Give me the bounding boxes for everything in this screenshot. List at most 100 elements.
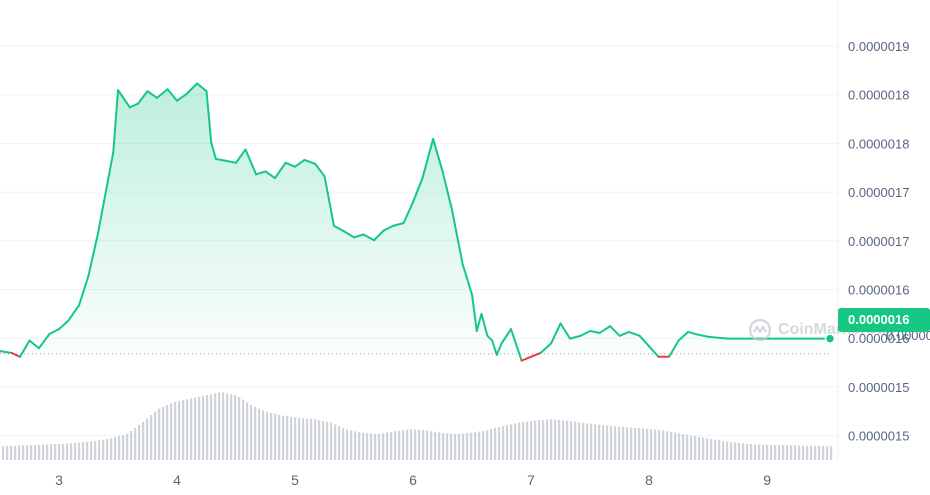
y-tick-label: 0.0000016 xyxy=(848,331,909,346)
volume-bar xyxy=(682,434,685,460)
volume-bar xyxy=(62,443,65,460)
volume-bar xyxy=(54,444,57,460)
volume-bar xyxy=(518,422,521,460)
x-tick-label: 5 xyxy=(291,472,299,488)
coinmarketcap-logo-icon xyxy=(748,318,772,342)
price-segment xyxy=(117,89,124,98)
price-segment xyxy=(323,175,335,227)
volume-bar xyxy=(750,444,753,460)
volume-bar xyxy=(238,397,241,460)
volume-bar xyxy=(162,406,165,460)
volume-bar xyxy=(542,419,545,460)
volume-bar xyxy=(502,426,505,460)
volume-bar xyxy=(66,443,69,460)
price-segment xyxy=(96,176,110,235)
volume-bar xyxy=(158,408,161,460)
volume-bar xyxy=(758,444,761,460)
volume-bar xyxy=(366,433,369,460)
y-tick-label: 0.0000018 xyxy=(848,88,909,103)
volume-bar xyxy=(110,438,113,460)
price-segment xyxy=(0,350,13,354)
price-line xyxy=(0,82,833,362)
volume-bar xyxy=(506,425,509,460)
volume-bar xyxy=(546,419,549,460)
volume-bar xyxy=(514,423,517,460)
volume-bar xyxy=(554,419,557,460)
volume-bar xyxy=(18,445,21,460)
volume-bar xyxy=(374,433,377,460)
volume-bar xyxy=(418,429,421,460)
volume-bar xyxy=(174,401,177,460)
volume-bar xyxy=(294,417,297,460)
price-segment xyxy=(648,345,660,358)
price-segment xyxy=(480,312,489,337)
volume-bar xyxy=(314,419,317,460)
price-segment xyxy=(112,89,120,154)
volume-bar xyxy=(618,426,621,460)
volume-bar xyxy=(78,442,81,460)
price-segment xyxy=(382,224,394,232)
volume-bar xyxy=(774,445,777,460)
price-segment xyxy=(530,351,542,358)
price-segment xyxy=(294,158,306,168)
price-segment xyxy=(210,141,217,160)
volume-bar xyxy=(2,446,5,460)
volume-bar xyxy=(634,427,637,460)
volume-bar xyxy=(94,440,97,460)
volume-bar xyxy=(674,432,677,460)
volume-bar xyxy=(466,433,469,460)
price-segment xyxy=(225,159,238,164)
price-segment xyxy=(638,334,651,348)
y-tick-label: 0.0000016 xyxy=(848,283,909,298)
volume-bar xyxy=(822,445,825,460)
volume-bar xyxy=(194,397,197,460)
volume-bar xyxy=(258,408,261,460)
price-segment xyxy=(284,161,297,168)
volume-bar xyxy=(6,446,9,460)
x-tick-label: 9 xyxy=(763,472,771,488)
volume-bar xyxy=(678,433,681,460)
volume-bar xyxy=(134,427,137,460)
volume-bar xyxy=(426,430,429,460)
volume-bar xyxy=(654,429,657,460)
price-segment xyxy=(19,339,31,358)
price-segment xyxy=(235,148,247,164)
price-segment xyxy=(687,330,700,336)
volume-bar xyxy=(330,422,333,460)
price-segment xyxy=(539,342,553,354)
volume-bar xyxy=(234,395,237,460)
volume-bar xyxy=(486,430,489,460)
volume-bar xyxy=(470,432,473,460)
price-segment xyxy=(121,95,131,109)
volume-bar xyxy=(226,393,229,460)
volume-bar xyxy=(326,421,329,460)
volume-bar xyxy=(58,443,61,460)
volume-bar xyxy=(414,429,417,460)
volume-bar xyxy=(658,429,661,460)
y-tick-label: 0.0000015 xyxy=(848,380,909,395)
volume-bar xyxy=(694,436,697,460)
volume-bar xyxy=(498,427,501,460)
volume-bar xyxy=(342,427,345,460)
volume-bar xyxy=(814,445,817,460)
price-segment xyxy=(244,148,258,176)
volume-bar xyxy=(450,433,453,460)
volume-bar xyxy=(122,435,125,460)
volume-bar xyxy=(402,430,405,460)
volume-bar xyxy=(530,421,533,460)
price-segment xyxy=(273,161,287,180)
current-price-dot xyxy=(824,333,836,344)
volume-bar xyxy=(714,439,717,460)
volume-bar xyxy=(338,426,341,460)
price-segment xyxy=(707,335,719,339)
volume-bar xyxy=(222,392,225,460)
volume-bar xyxy=(290,416,293,460)
volume-bar xyxy=(362,432,365,460)
volume-bar xyxy=(646,428,649,460)
volume-bar xyxy=(594,424,597,460)
volume-bar xyxy=(266,412,269,460)
price-segment xyxy=(205,90,213,144)
volume-bar xyxy=(98,440,101,460)
volume-bar xyxy=(74,442,77,460)
volume-bar xyxy=(138,425,141,460)
